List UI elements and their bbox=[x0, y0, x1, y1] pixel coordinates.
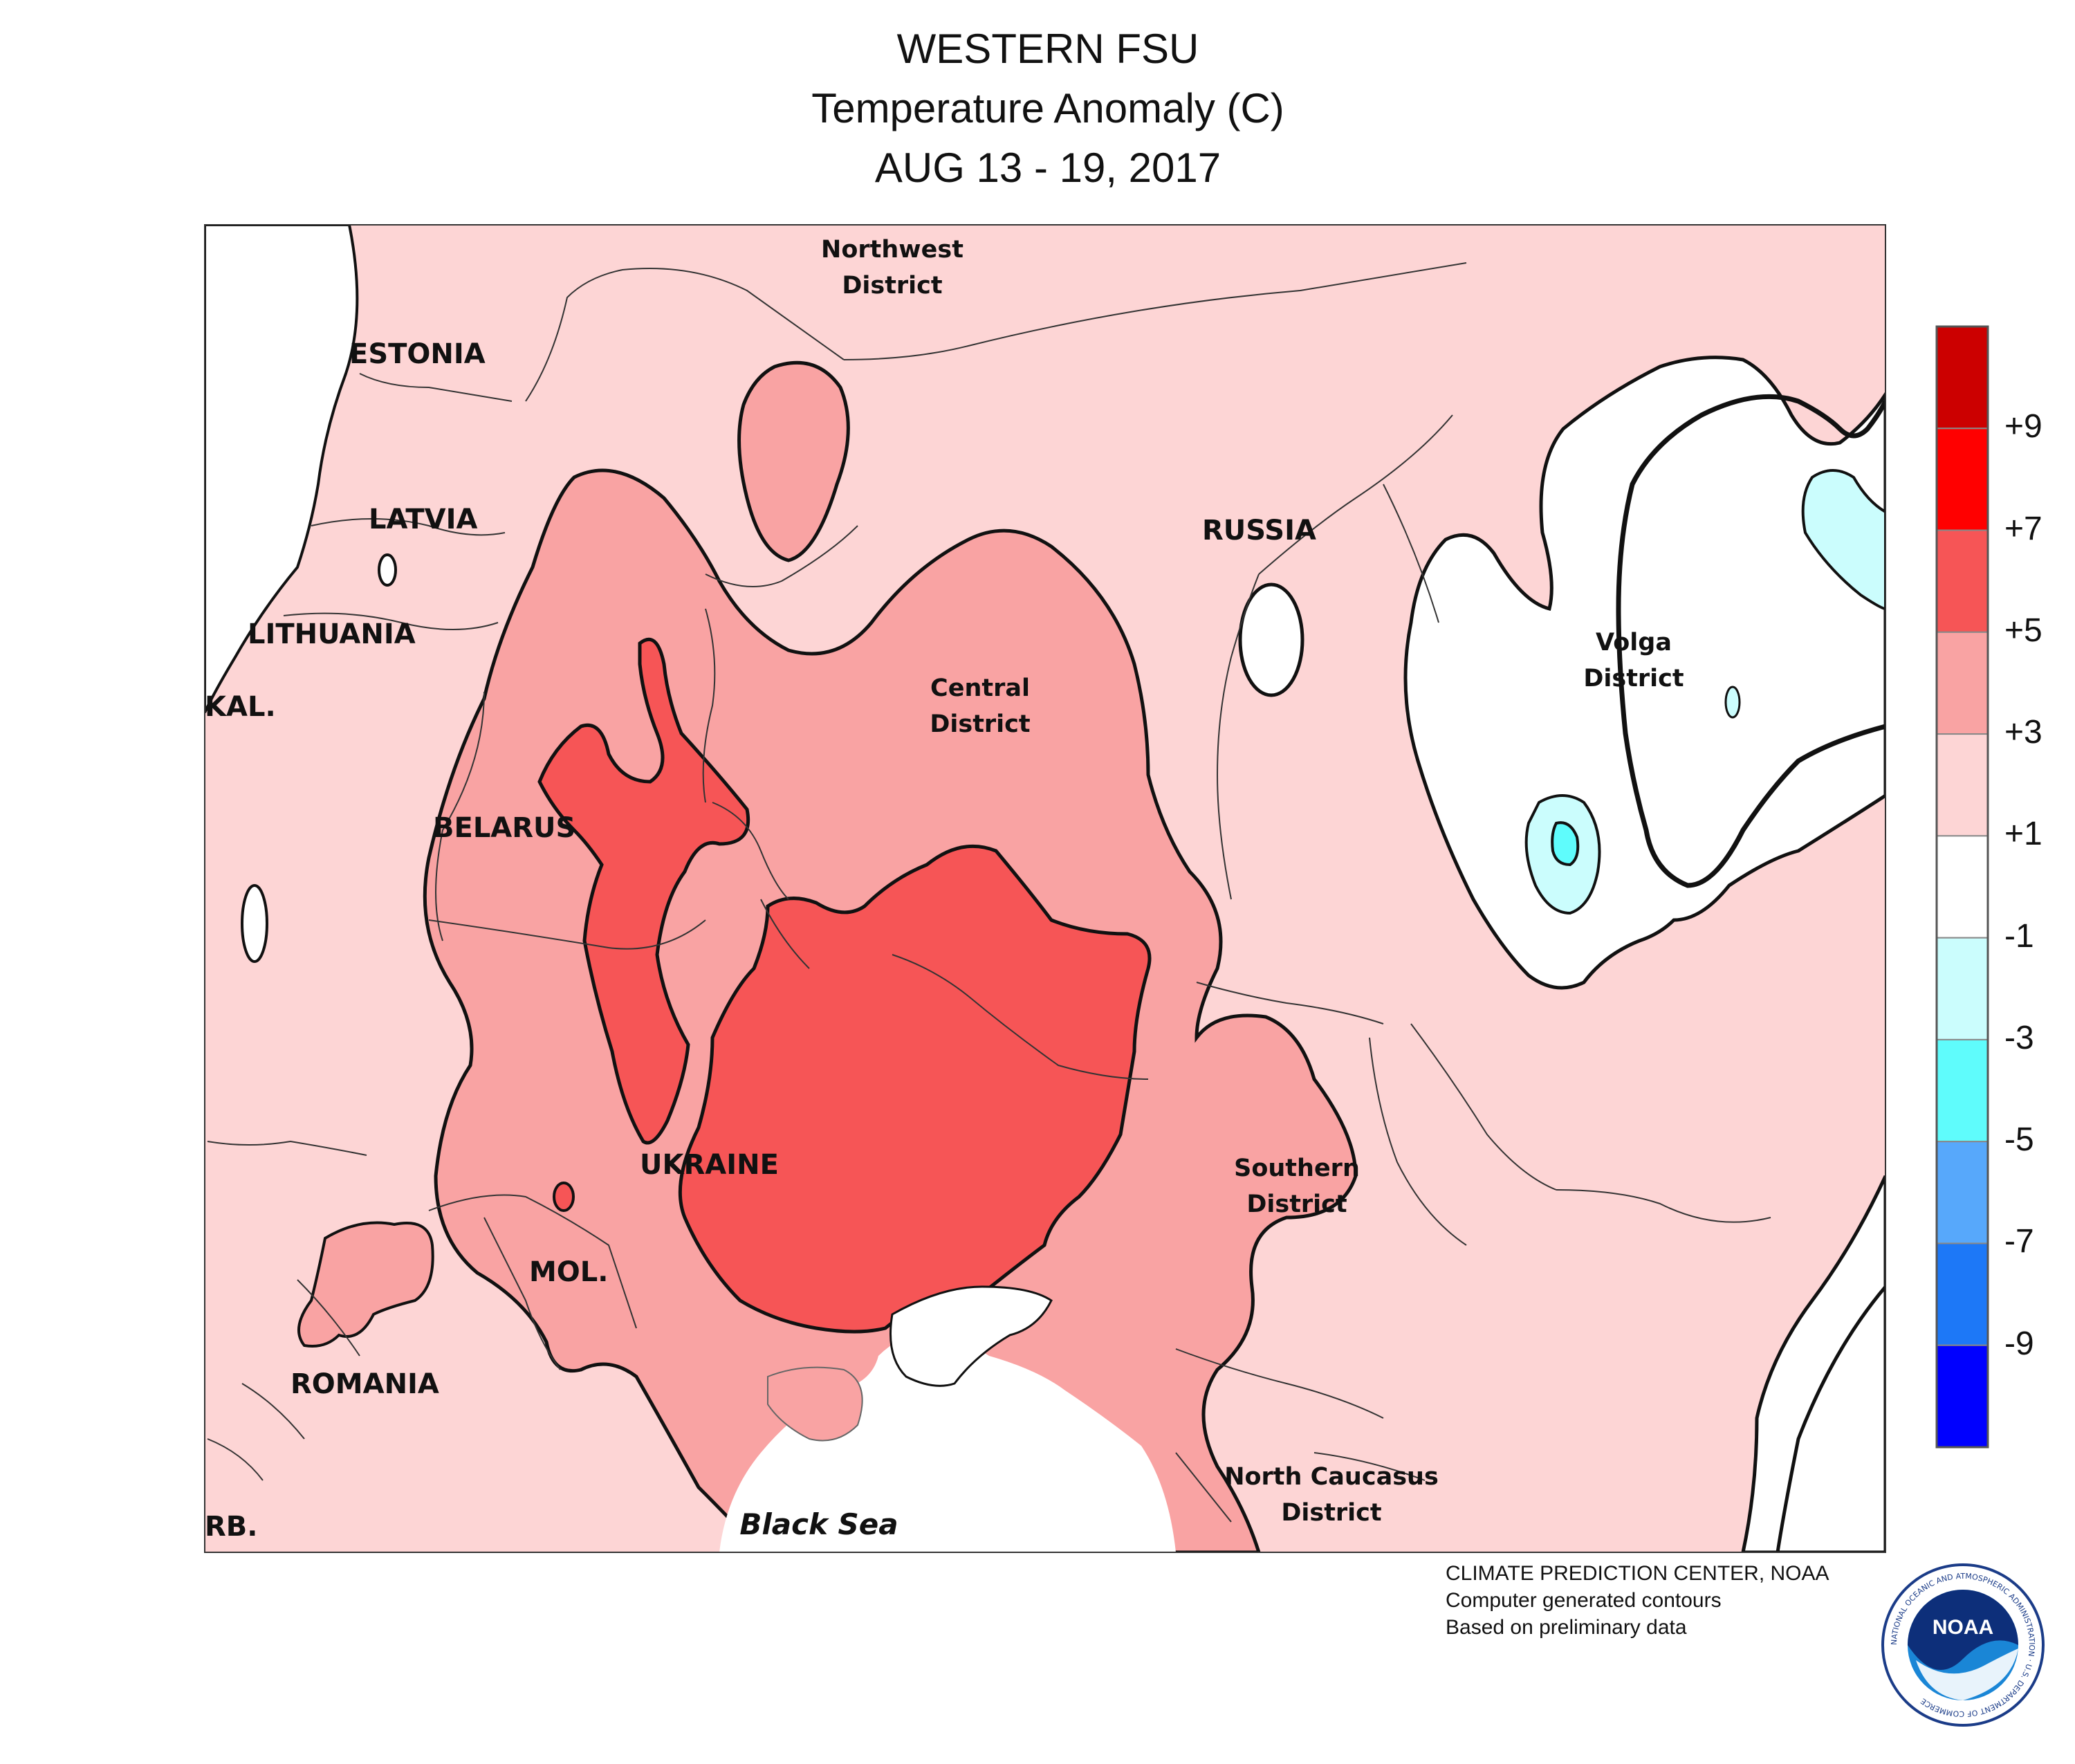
label-lithuania: LITHUANIA bbox=[248, 618, 416, 650]
anomaly-minus1-to-3-volga-spot bbox=[1724, 686, 1741, 719]
label-volga-district-1: Volga bbox=[1596, 629, 1672, 656]
noaa-logo-wave bbox=[1916, 1648, 2018, 1700]
label-serbia: RB. bbox=[205, 1511, 257, 1543]
legend-swatch bbox=[1936, 1038, 1989, 1143]
legend-label: +3 bbox=[2004, 714, 2042, 751]
label-ukraine: UKRAINE bbox=[640, 1149, 779, 1181]
place-labels: ESTONIA LATVIA LITHUANIA KAL. BELARUS UK… bbox=[205, 236, 1684, 1543]
map-date-range: AUG 13 - 19, 2017 bbox=[874, 145, 1221, 191]
map-title: WESTERN FSU bbox=[896, 26, 1199, 72]
map-field bbox=[205, 225, 1885, 1552]
label-kaliningrad: KAL. bbox=[205, 691, 276, 723]
noaa-logo-text: NOAA bbox=[1933, 1616, 1993, 1639]
label-moldova: MOL. bbox=[529, 1256, 609, 1288]
credit-line-2: Computer generated contours bbox=[1446, 1589, 1722, 1612]
sea-of-azov bbox=[889, 1285, 1053, 1387]
legend-label: -7 bbox=[2004, 1223, 2034, 1260]
noaa-logo: NATIONAL OCEANIC AND ATMOSPHERIC ADMINIS… bbox=[1881, 1563, 2045, 1727]
caspian-sea bbox=[1741, 1175, 1885, 1552]
legend-swatch bbox=[1936, 529, 1989, 633]
neutral-blob-russia bbox=[1238, 582, 1304, 697]
label-southern-district-2: District bbox=[1246, 1191, 1347, 1218]
legend-swatch bbox=[1936, 1141, 1989, 1244]
anomaly-plus3-to-5-north-bubble bbox=[737, 360, 850, 562]
label-romania: ROMANIA bbox=[290, 1368, 439, 1400]
anomaly-minus1-to-3-east bbox=[1801, 469, 1885, 611]
legend-color-bar bbox=[1935, 325, 1989, 1449]
noaa-logo-bird bbox=[1908, 1590, 2018, 1670]
contour-line-volga bbox=[1616, 394, 1885, 888]
legend-swatch bbox=[1936, 326, 1989, 430]
legend-label: -5 bbox=[2004, 1121, 2034, 1159]
anomaly-neutral-volga bbox=[1403, 356, 1885, 990]
anomaly-plus5-to-7-moldova-spot bbox=[553, 1182, 575, 1212]
contour-line-caspian bbox=[1776, 1285, 1885, 1552]
legend-swatch bbox=[1936, 1344, 1989, 1449]
crimea bbox=[767, 1366, 863, 1442]
legend-label: -1 bbox=[2004, 917, 2034, 955]
label-north-caucasus-1: North Caucasus bbox=[1224, 1463, 1439, 1491]
legend-label: +9 bbox=[2004, 408, 2042, 445]
anomaly-minus3-to-5-volga bbox=[1551, 821, 1580, 867]
label-russia: RUSSIA bbox=[1202, 515, 1316, 546]
neutral-blob-lake bbox=[241, 884, 268, 963]
map-frame bbox=[204, 224, 1886, 1553]
label-volga-district-2: District bbox=[1583, 665, 1684, 692]
legend-label: -3 bbox=[2004, 1019, 2034, 1056]
label-latvia: LATVIA bbox=[369, 504, 477, 535]
label-belarus: BELARUS bbox=[433, 812, 575, 844]
anomaly-plus5-to-7-ukraine bbox=[678, 844, 1152, 1334]
legend-swatch bbox=[1936, 1242, 1989, 1346]
label-central-district-2: District bbox=[930, 710, 1030, 738]
label-northwest-district-1: Northwest bbox=[821, 236, 963, 264]
legend-label: -9 bbox=[2004, 1325, 2034, 1362]
baltic-sea bbox=[205, 225, 359, 713]
black-sea bbox=[719, 1328, 1176, 1552]
legend-swatch bbox=[1936, 835, 1989, 939]
label-black-sea: Black Sea bbox=[739, 1507, 898, 1541]
map-subtitle: Temperature Anomaly (C) bbox=[811, 85, 1284, 131]
label-northwest-district-2: District bbox=[842, 272, 942, 300]
credit-line-1: CLIMATE PREDICTION CENTER, NOAA bbox=[1446, 1562, 1829, 1585]
anomaly-plus3-to-5-romania bbox=[297, 1221, 434, 1348]
legend-swatch bbox=[1936, 937, 1989, 1040]
credit-line-3: Based on preliminary data bbox=[1446, 1616, 1687, 1639]
legend-swatch bbox=[1936, 428, 1989, 531]
legend-swatch bbox=[1936, 631, 1989, 735]
label-central-district-1: Central bbox=[930, 674, 1030, 702]
legend-label: +7 bbox=[2004, 510, 2042, 547]
label-north-caucasus-2: District bbox=[1281, 1499, 1381, 1527]
legend-label: +5 bbox=[2004, 612, 2042, 649]
neutral-blob-latvia bbox=[378, 553, 397, 587]
label-estonia: ESTONIA bbox=[349, 338, 486, 370]
anomaly-plus5-to-7-belarus bbox=[537, 637, 750, 1145]
legend-swatch bbox=[1936, 733, 1989, 837]
label-southern-district-1: Southern bbox=[1234, 1155, 1360, 1182]
legend-border bbox=[1935, 325, 1989, 1449]
legend-label: +1 bbox=[2004, 816, 2042, 853]
country-borders bbox=[207, 262, 1771, 1523]
